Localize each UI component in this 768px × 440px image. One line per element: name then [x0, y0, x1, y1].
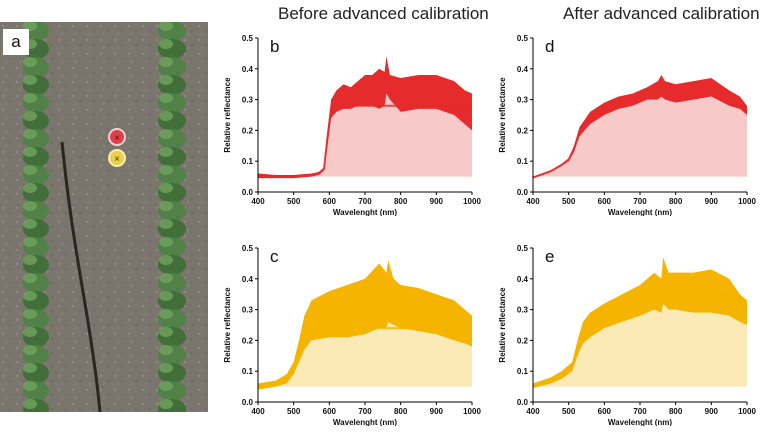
chart-b-mean-line [258, 104, 472, 178]
chart-b-pale-area [258, 93, 472, 179]
chart-e-x-label: Wavelenght (nm) [608, 418, 672, 426]
chart-b-x-tick-label: 700 [358, 197, 372, 206]
chart-c-y-tick-label: 0.5 [242, 244, 254, 253]
chart-c-y-tick-label: 0.0 [242, 398, 254, 407]
yellow-target-icon [108, 149, 126, 167]
field-photo-image: × × [0, 21, 208, 419]
chart-c-x-tick-label: 900 [430, 407, 444, 416]
chart-b-y-tick-label: 0.4 [242, 65, 254, 74]
chart-d-x-tick-label: 600 [598, 197, 612, 206]
chart-c-y-tick-label: 0.1 [242, 367, 254, 376]
svg-text:×: × [114, 154, 120, 165]
chart-b-x-tick-label: 600 [323, 197, 337, 206]
chart-c-y-tick-label: 0.2 [242, 336, 254, 345]
chart-d-y-tick-label: 0.5 [517, 34, 529, 43]
chart-d-x-tick-label: 900 [705, 197, 719, 206]
chart-b-panel-label: b [270, 37, 279, 56]
chart-c-x-tick-label: 800 [394, 407, 408, 416]
chart-b-x-tick-label: 500 [287, 197, 301, 206]
chart-b-y-tick-label: 0.3 [242, 96, 254, 105]
chart-d-pale-area [533, 96, 747, 179]
chart-d-svg: 400 500 600 700 800 900 1000 0.0 0.1 0.2 0.3 0.4 0.5… [498, 34, 756, 216]
chart-e-pale-area [533, 303, 747, 389]
chart-b-envelope [258, 56, 472, 179]
chart-c-x-tick-label: 500 [287, 407, 301, 416]
chart-e-y-label: Relative reflectance [498, 287, 507, 363]
chart-e-x-tick-label: 900 [705, 407, 719, 416]
chart-e-y-tick-label: 0.1 [517, 367, 529, 376]
chart-c-svg: 400 500 600 700 800 900 1000 0.0 0.1 0.2 0.3 0.4 0.5… [223, 244, 481, 426]
chart-b-x-tick-label: 900 [430, 197, 444, 206]
chart-b-y-label: Relative reflectance [223, 77, 232, 153]
chart-d-x-tick-label: 800 [669, 197, 683, 206]
photo-label-box [3, 29, 29, 55]
chart-d-x-label: Wavelenght (nm) [608, 208, 672, 216]
chart-c-x-tick-label: 1000 [463, 407, 481, 416]
chart-c-pale-area [258, 321, 472, 390]
chart-d-mean-line [532, 85, 748, 179]
chart-e-y-tick-label: 0.0 [517, 398, 529, 407]
chart-d-y-tick-label: 0.1 [517, 157, 529, 166]
chart-d-panel-label: d [545, 37, 554, 56]
chart-e-y-tick-label: 0.4 [517, 275, 529, 284]
chart-b: 400 500 600 700 800 900 1000 0.0 0.1 0.2 0.3 0.4 0.5… [210, 26, 490, 216]
chart-e-y-tick-label: 0.3 [517, 306, 529, 315]
red-target-icon [108, 128, 126, 146]
chart-c-y-tick-label: 0.3 [242, 306, 254, 315]
chart-b-svg: 400 500 600 700 800 900 1000 0.0 0.1 0.2 0.3 0.4 0.5… [223, 34, 481, 216]
chart-c-envelope [258, 260, 472, 390]
chart-e-y-tick-label: 0.5 [517, 244, 529, 253]
chart-b-x-tick-label: 800 [394, 197, 408, 206]
chart-d-y-tick-label: 0.4 [517, 65, 529, 74]
chart-e-x-tick-label: 800 [669, 407, 683, 416]
svg-text:×: × [114, 133, 120, 144]
header-after: After advanced calibration [563, 4, 760, 23]
chart-d-x-tick-label: 700 [633, 197, 647, 206]
chart-e-x-tick-label: 400 [526, 407, 540, 416]
chart-b-y-tick-label: 0.5 [242, 34, 254, 43]
chart-e-x-tick-label: 600 [598, 407, 612, 416]
chart-e-x-tick-label: 500 [562, 407, 576, 416]
chart-b-y-tick-label: 0.0 [242, 188, 254, 197]
chart-d-y-tick-label: 0.2 [517, 126, 529, 135]
chart-e-x-tick-label: 700 [633, 407, 647, 416]
chart-b-x-tick-label: 400 [251, 197, 265, 206]
chart-d-x-tick-label: 400 [526, 197, 540, 206]
field-photo: × × a [0, 21, 208, 419]
chart-e: 400 500 600 700 800 900 1000 0.0 0.1 0.2 0.3 0.4 0.5… [485, 236, 765, 426]
chart-b-x-tick-label: 1000 [463, 197, 481, 206]
photo-label: a [11, 32, 21, 51]
chart-c-x-tick-label: 400 [251, 407, 265, 416]
chart-b-x-label: Wavelenght (nm) [333, 208, 397, 216]
chart-c-y-label: Relative reflectance [223, 287, 232, 363]
chart-b-y-tick-label: 0.2 [242, 126, 254, 135]
chart-b-y-tick-label: 0.1 [242, 157, 254, 166]
chart-c-mean-line [257, 327, 472, 388]
chart-c-x-label: Wavelenght (nm) [333, 418, 397, 426]
chart-c-x-tick-label: 700 [358, 407, 372, 416]
chart-d-x-tick-label: 1000 [738, 197, 756, 206]
chart-e-panel-label: e [545, 247, 554, 266]
chart-d-y-label: Relative reflectance [498, 77, 507, 153]
chart-d-x-tick-label: 500 [562, 197, 576, 206]
chart-d-y-tick-label: 0.3 [517, 96, 529, 105]
chart-d-y-tick-label: 0.0 [517, 188, 529, 197]
chart-c: 400 500 600 700 800 900 1000 0.0 0.1 0.2 0.3 0.4 0.5… [210, 236, 490, 426]
chart-e-mean-line [532, 278, 748, 387]
header-before: Before advanced calibration [278, 4, 489, 23]
chart-e-svg: 400 500 600 700 800 900 1000 0.0 0.1 0.2 0.3 0.4 0.5… [498, 244, 756, 426]
chart-d: 400 500 600 700 800 900 1000 0.0 0.1 0.2 0.3 0.4 0.5… [485, 26, 765, 216]
chart-e-x-tick-label: 1000 [738, 407, 756, 416]
chart-c-x-tick-label: 600 [323, 407, 337, 416]
chart-c-y-tick-label: 0.4 [242, 275, 254, 284]
chart-e-y-tick-label: 0.2 [517, 336, 529, 345]
chart-c-panel-label: c [270, 247, 279, 266]
chart-e-envelope [533, 257, 747, 389]
